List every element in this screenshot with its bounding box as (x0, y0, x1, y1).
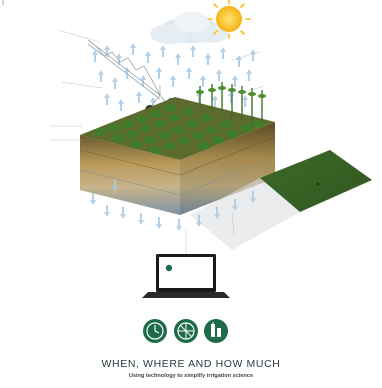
cloud-icon (150, 12, 228, 44)
water-arrows (92, 43, 256, 111)
crop-rows (94, 82, 266, 154)
sun-icon (207, 0, 251, 39)
field-plane (190, 150, 372, 250)
tagline: Using technology to simplify irrigation … (128, 373, 254, 379)
pivot-icon (174, 319, 198, 343)
rain-arrows (0, 0, 6, 5)
headline: WHEN, WHERE AND HOW MUCH (101, 358, 281, 370)
percolation-arrows (90, 179, 256, 231)
sensor-icon (204, 319, 228, 343)
clock-icon (143, 319, 167, 343)
laptop-icon (142, 254, 230, 298)
